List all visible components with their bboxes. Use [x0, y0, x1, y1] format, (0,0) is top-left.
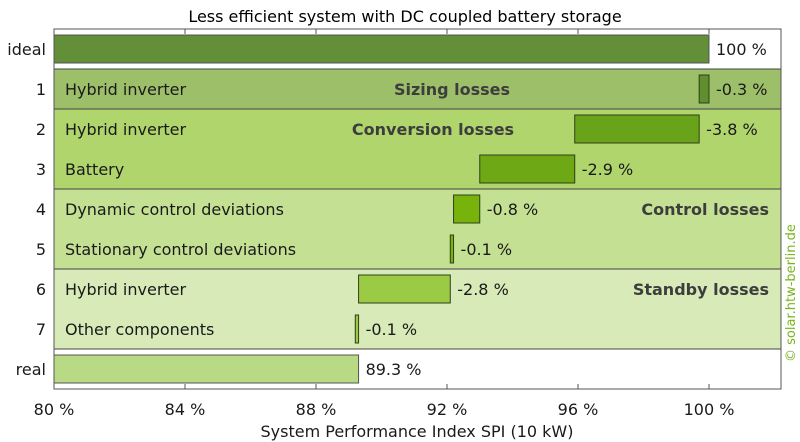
bar-7 — [354, 314, 360, 344]
row-label: Battery — [65, 160, 124, 179]
x-tick-label: 80 % — [34, 400, 75, 419]
row-id-label: ideal — [7, 40, 46, 59]
group-band-sizing-losses — [53, 68, 782, 110]
x-tick-label: 84 % — [165, 400, 206, 419]
bar-real — [53, 354, 360, 384]
x-tick-label: 96 % — [558, 400, 599, 419]
data-label: -0.1 % — [461, 240, 513, 259]
row-label: Dynamic control deviations — [65, 200, 284, 219]
row-id-label: 3 — [36, 160, 46, 179]
row-label: Hybrid inverter — [65, 120, 187, 139]
group-label: Control losses — [641, 200, 769, 219]
row-label: Hybrid inverter — [65, 80, 187, 99]
group-label: Standby losses — [633, 280, 769, 299]
chart-title: Less efficient system with DC coupled ba… — [188, 7, 621, 26]
bar-5 — [449, 234, 455, 264]
plot-frame — [53, 28, 782, 390]
data-label: -2.9 % — [582, 160, 634, 179]
row-id-label: 1 — [36, 80, 46, 99]
row-id-label: real — [16, 360, 46, 379]
group-label: Conversion losses — [352, 120, 514, 139]
row-id-label: 7 — [36, 320, 46, 339]
row-label: Stationary control deviations — [65, 240, 296, 259]
row-id-label: 6 — [36, 280, 46, 299]
data-label: 100 % — [716, 40, 767, 59]
data-label: -2.8 % — [457, 280, 509, 299]
data-label: -0.3 % — [716, 80, 768, 99]
data-label: -0.8 % — [487, 200, 539, 219]
row-label: Other components — [65, 320, 214, 339]
group-label: Sizing losses — [394, 80, 510, 99]
data-label: 89.3 % — [366, 360, 422, 379]
x-tick-label: 88 % — [296, 400, 337, 419]
bar-ideal — [53, 34, 710, 64]
x-tick-label: 92 % — [427, 400, 468, 419]
bar-2 — [574, 114, 700, 144]
row-id-label: 5 — [36, 240, 46, 259]
bar-4 — [453, 194, 481, 224]
data-label: -0.1 % — [366, 320, 418, 339]
data-label: -3.8 % — [706, 120, 758, 139]
group-band-control-losses — [53, 188, 782, 270]
watermark: © solar.htw-berlin.de — [784, 224, 799, 362]
bar-1 — [698, 74, 710, 104]
x-tick-label: 100 % — [684, 400, 735, 419]
row-id-label: 4 — [36, 200, 46, 219]
row-label: Hybrid inverter — [65, 280, 187, 299]
x-axis-label: System Performance Index SPI (10 kW) — [261, 422, 574, 441]
bar-6 — [358, 274, 451, 304]
row-id-label: 2 — [36, 120, 46, 139]
bar-3 — [479, 154, 576, 184]
